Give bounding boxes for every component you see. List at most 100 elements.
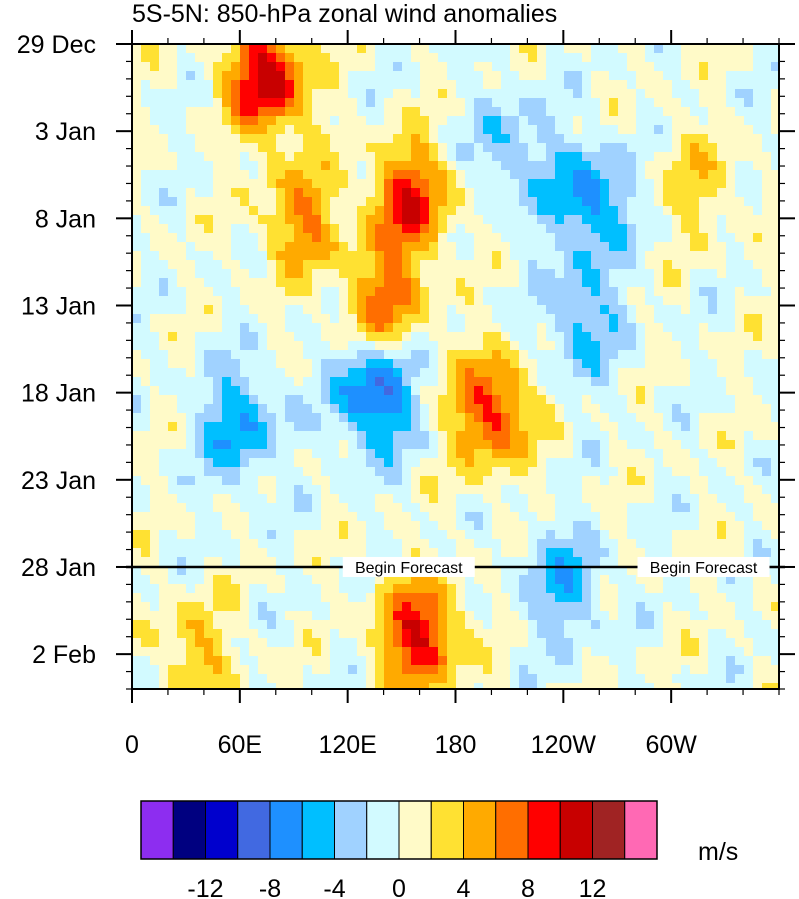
- heatmap-cell: [168, 44, 178, 54]
- heatmap-cell: [240, 647, 250, 657]
- heatmap-cell: [672, 575, 682, 585]
- heatmap-cell: [213, 656, 223, 666]
- heatmap-cell: [465, 386, 475, 396]
- heatmap-cell: [744, 494, 754, 504]
- heatmap-cell: [528, 638, 538, 648]
- heatmap-cell: [357, 197, 367, 207]
- heatmap-cell: [231, 440, 241, 450]
- heatmap-cell: [573, 71, 583, 81]
- heatmap-cell: [258, 296, 268, 306]
- heatmap-cell: [681, 107, 691, 117]
- heatmap-cell: [204, 134, 214, 144]
- heatmap-cell: [231, 89, 241, 99]
- heatmap-cell: [348, 548, 358, 558]
- heatmap-cell: [708, 206, 718, 216]
- heatmap-cell: [456, 476, 466, 486]
- heatmap-cell: [663, 107, 673, 117]
- heatmap-cell: [492, 449, 502, 459]
- heatmap-cell: [456, 503, 466, 513]
- heatmap-cell: [726, 260, 736, 270]
- heatmap-cell: [726, 530, 736, 540]
- heatmap-cell: [267, 395, 277, 405]
- heatmap-cell: [132, 269, 142, 279]
- heatmap-cell: [276, 485, 286, 495]
- heatmap-cell: [276, 53, 286, 63]
- heatmap-cell: [276, 647, 286, 657]
- heatmap-cell: [186, 629, 196, 639]
- heatmap-cell: [483, 512, 493, 522]
- heatmap-cell: [339, 512, 349, 522]
- heatmap-cell: [654, 404, 664, 414]
- heatmap-cell: [249, 422, 259, 432]
- heatmap-cell: [555, 296, 565, 306]
- heatmap-cell: [771, 368, 780, 378]
- heatmap-cell: [564, 152, 574, 162]
- heatmap-cell: [420, 323, 430, 333]
- heatmap-cell: [267, 476, 277, 486]
- heatmap-cell: [528, 251, 538, 261]
- heatmap-cell: [492, 350, 502, 360]
- heatmap-cell: [573, 143, 583, 153]
- heatmap-cell: [735, 125, 745, 135]
- heatmap-cell: [690, 53, 700, 63]
- heatmap-cell: [393, 188, 403, 198]
- heatmap-cell: [474, 125, 484, 135]
- heatmap-cell: [168, 557, 178, 567]
- heatmap-cell: [321, 629, 331, 639]
- heatmap-cell: [582, 485, 592, 495]
- heatmap-cell: [627, 215, 637, 225]
- heatmap-cell: [519, 521, 529, 531]
- heatmap-cell: [420, 386, 430, 396]
- heatmap-cell: [582, 584, 592, 594]
- heatmap-cell: [690, 431, 700, 441]
- heatmap-cell: [564, 521, 574, 531]
- heatmap-cell: [582, 647, 592, 657]
- heatmap-cell: [645, 89, 655, 99]
- heatmap-cell: [348, 602, 358, 612]
- heatmap-cell: [618, 107, 628, 117]
- heatmap-cell: [717, 206, 727, 216]
- heatmap-cell: [285, 404, 295, 414]
- heatmap-cell: [393, 656, 403, 666]
- heatmap-cell: [384, 575, 394, 585]
- heatmap-cell: [546, 89, 556, 99]
- heatmap-cell: [582, 620, 592, 630]
- heatmap-cell: [240, 413, 250, 423]
- heatmap-cell: [573, 530, 583, 540]
- heatmap-cell: [393, 521, 403, 531]
- heatmap-cell: [411, 251, 421, 261]
- heatmap-cell: [429, 485, 439, 495]
- heatmap-cell: [429, 161, 439, 171]
- heatmap-cell: [276, 377, 286, 387]
- heatmap-cell: [645, 323, 655, 333]
- heatmap-cell: [276, 575, 286, 585]
- heatmap-cell: [213, 431, 223, 441]
- heatmap-cell: [555, 62, 565, 72]
- heatmap-cell: [213, 458, 223, 468]
- heatmap-cell: [312, 656, 322, 666]
- heatmap-cell: [249, 107, 259, 117]
- heatmap-cell: [465, 620, 475, 630]
- heatmap-cell: [681, 359, 691, 369]
- heatmap-cell: [465, 116, 475, 126]
- heatmap-cell: [213, 602, 223, 612]
- heatmap-cell: [447, 62, 457, 72]
- heatmap-cell: [213, 611, 223, 621]
- heatmap-cell: [141, 449, 151, 459]
- heatmap-cell: [636, 89, 646, 99]
- heatmap-cell: [348, 611, 358, 621]
- heatmap-cell: [420, 611, 430, 621]
- heatmap-cell: [213, 188, 223, 198]
- heatmap-cell: [231, 161, 241, 171]
- heatmap-cell: [258, 368, 268, 378]
- heatmap-cell: [654, 386, 664, 396]
- heatmap-cell: [744, 602, 754, 612]
- heatmap-cell: [276, 431, 286, 441]
- heatmap-cell: [141, 620, 151, 630]
- heatmap-cell: [276, 233, 286, 243]
- heatmap-cell: [636, 359, 646, 369]
- heatmap-cell: [231, 260, 241, 270]
- heatmap-cell: [186, 359, 196, 369]
- heatmap-cell: [213, 530, 223, 540]
- heatmap-cell: [717, 98, 727, 108]
